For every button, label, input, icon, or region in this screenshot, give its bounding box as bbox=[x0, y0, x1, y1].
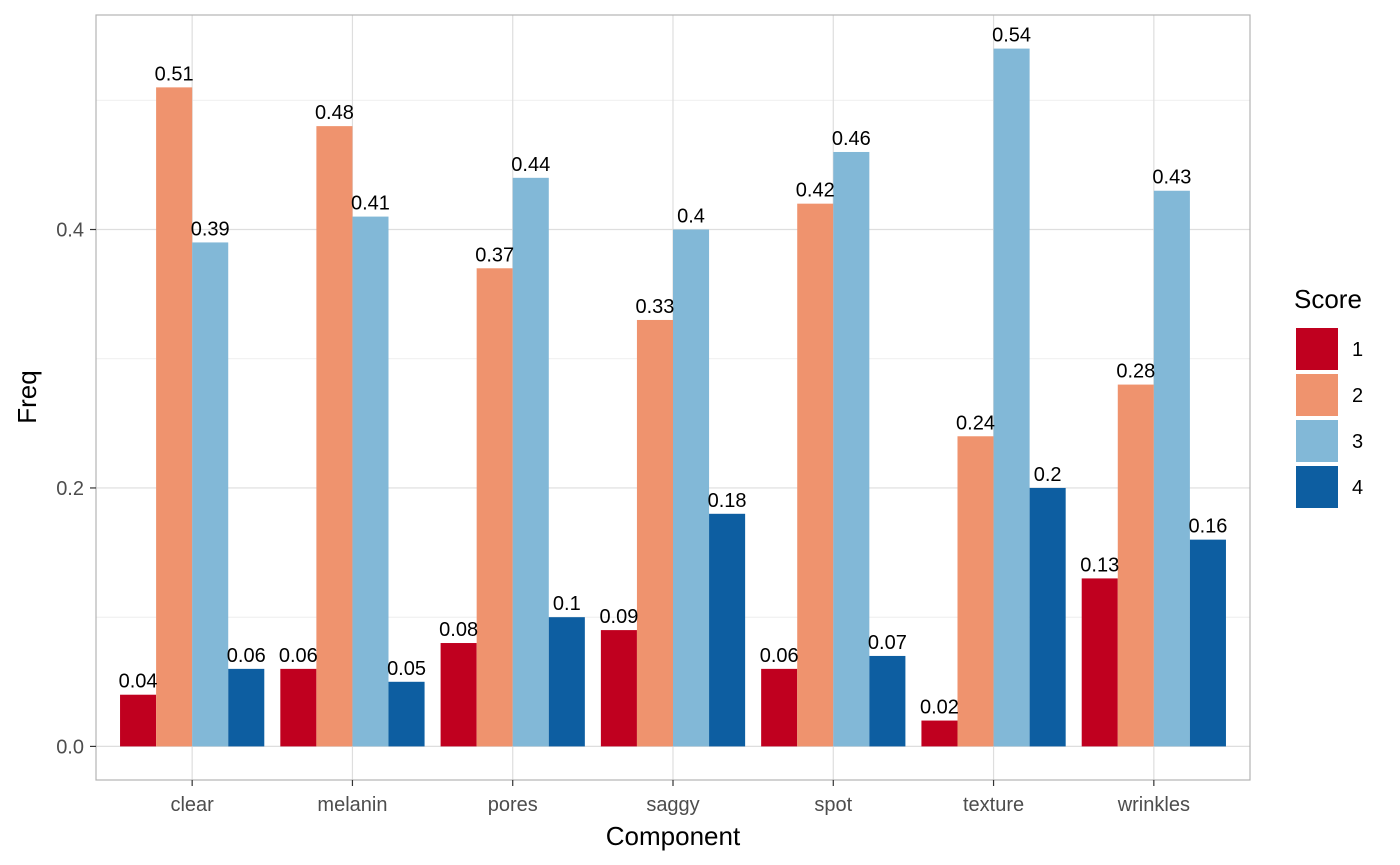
bar-pores-score-3 bbox=[512, 177, 549, 747]
bar-wrinkles-score-1 bbox=[1081, 578, 1118, 747]
bar-spot-score-2 bbox=[797, 203, 834, 747]
legend-key-3 bbox=[1296, 420, 1338, 462]
bar-spot-score-4 bbox=[869, 655, 906, 747]
y-tick-label: 0.2 bbox=[56, 478, 84, 500]
bar-pores-score-4 bbox=[548, 617, 585, 747]
bar-melanin-score-2 bbox=[316, 126, 353, 747]
bar-wrinkles-score-3 bbox=[1153, 190, 1190, 747]
bar-clear-score-3 bbox=[192, 242, 229, 747]
bar-saggy-score-2 bbox=[636, 319, 673, 747]
bar-melanin-score-1 bbox=[280, 668, 317, 747]
bar-pores-score-2 bbox=[476, 268, 513, 747]
legend-key-1 bbox=[1296, 328, 1338, 370]
data-label: 0.41 bbox=[351, 193, 390, 215]
y-axis-title: Freq bbox=[12, 370, 42, 423]
bar-clear-score-4 bbox=[228, 668, 265, 747]
legend-key-4 bbox=[1296, 466, 1338, 508]
bar-saggy-score-3 bbox=[673, 229, 710, 747]
y-tick-label: 0.0 bbox=[56, 736, 84, 758]
data-label: 0.33 bbox=[636, 296, 675, 318]
data-labels: 0.04 0.06 0.08 0.09 0.06 0.02 0.13 0.51 0.48 0.37… bbox=[119, 25, 1228, 719]
bar-wrinkles-score-2 bbox=[1117, 384, 1154, 747]
data-label: 0.48 bbox=[315, 102, 354, 124]
bar-pores-score-1 bbox=[440, 643, 477, 747]
data-label: 0.06 bbox=[227, 645, 266, 667]
data-label: 0.05 bbox=[387, 658, 426, 680]
bar-texture-score-1 bbox=[921, 720, 958, 747]
data-label: 0.02 bbox=[920, 697, 959, 719]
x-axis-title: Component bbox=[606, 821, 741, 851]
data-label: 0.43 bbox=[1152, 167, 1191, 189]
bar-clear-score-2 bbox=[156, 87, 193, 747]
x-tick-label: clear bbox=[170, 794, 214, 816]
bar-texture-score-3 bbox=[993, 48, 1030, 747]
bar-spot-score-1 bbox=[761, 668, 798, 747]
bar-melanin-score-4 bbox=[388, 681, 425, 747]
data-label: 0.2 bbox=[1034, 464, 1062, 486]
data-label: 0.1 bbox=[553, 593, 581, 615]
data-label: 0.37 bbox=[475, 244, 514, 266]
data-label: 0.06 bbox=[279, 645, 318, 667]
data-label: 0.39 bbox=[191, 218, 230, 240]
data-label: 0.18 bbox=[708, 490, 747, 512]
bar-melanin-score-3 bbox=[352, 216, 389, 747]
data-label: 0.44 bbox=[511, 154, 550, 176]
x-tick-label: saggy bbox=[646, 794, 699, 816]
bar-texture-score-2 bbox=[957, 436, 994, 747]
legend-label: 2 bbox=[1352, 385, 1363, 407]
legend-label: 1 bbox=[1352, 339, 1363, 361]
bar-saggy-score-1 bbox=[600, 630, 637, 747]
bar-saggy-score-4 bbox=[709, 513, 746, 747]
legend-label: 4 bbox=[1352, 477, 1363, 499]
x-tick-label: melanin bbox=[317, 794, 387, 816]
data-label: 0.06 bbox=[760, 645, 799, 667]
bar-wrinkles-score-4 bbox=[1189, 539, 1226, 747]
data-label: 0.08 bbox=[439, 619, 478, 641]
x-tick-label: pores bbox=[488, 794, 538, 816]
legend-key-2 bbox=[1296, 374, 1338, 416]
data-label: 0.54 bbox=[992, 25, 1031, 47]
data-label: 0.4 bbox=[677, 206, 705, 228]
bar-spot-score-3 bbox=[833, 151, 870, 747]
x-axis: clear melanin pores saggy spot texture wrinkle… bbox=[170, 780, 1190, 816]
data-label: 0.51 bbox=[155, 63, 194, 85]
bar-texture-score-4 bbox=[1029, 487, 1066, 747]
y-axis: 0.0 0.2 0.4 bbox=[56, 220, 96, 758]
data-label: 0.28 bbox=[1116, 361, 1155, 383]
bar-clear-score-1 bbox=[120, 694, 157, 747]
data-label: 0.46 bbox=[832, 128, 871, 150]
data-label: 0.13 bbox=[1080, 554, 1119, 576]
data-label: 0.07 bbox=[868, 632, 907, 654]
x-tick-label: texture bbox=[963, 794, 1024, 816]
data-label: 0.42 bbox=[796, 180, 835, 202]
legend-title: Score bbox=[1294, 284, 1362, 314]
legend: Score 1 2 3 4 bbox=[1294, 284, 1363, 508]
legend-label: 3 bbox=[1352, 431, 1363, 453]
plot-panel: 0.04 0.06 0.08 0.09 0.06 0.02 0.13 0.51 0.48 0.37… bbox=[95, 14, 1251, 781]
data-label: 0.24 bbox=[956, 412, 995, 434]
data-label: 0.16 bbox=[1188, 516, 1227, 538]
data-label: 0.09 bbox=[599, 606, 638, 628]
bars bbox=[120, 48, 1226, 747]
y-tick-label: 0.4 bbox=[56, 220, 84, 242]
x-tick-label: spot bbox=[814, 794, 852, 816]
data-label: 0.04 bbox=[119, 671, 158, 693]
x-tick-label: wrinkles bbox=[1117, 794, 1190, 816]
